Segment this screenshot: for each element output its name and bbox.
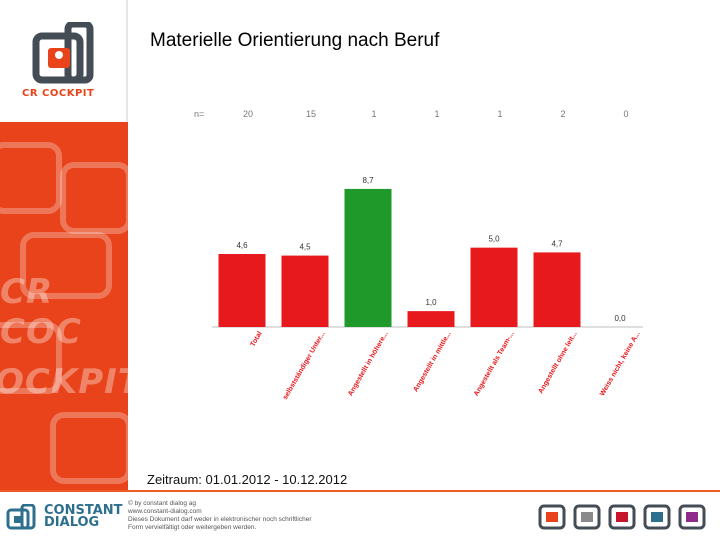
x-tick-label: Weiss nicht, keine A... <box>599 330 642 397</box>
bar <box>407 311 455 327</box>
cr-cockpit-logo <box>32 22 94 84</box>
product-icons <box>538 504 706 530</box>
data-label: 5,0 <box>488 235 500 244</box>
bar <box>470 247 518 327</box>
cr-cockpit-icon <box>538 504 566 530</box>
hr-cockpit-icon <box>573 504 601 530</box>
n-value: 15 <box>306 109 316 119</box>
footer-divider <box>0 490 720 492</box>
x-tick-label: Angestellt in höhere... <box>347 330 390 397</box>
logo-text: CR COCKPIT <box>22 88 95 99</box>
n-label: n= <box>194 109 204 119</box>
data-label: 1,0 <box>425 298 437 307</box>
orange-pattern-panel: CR COC OCKPIT <box>0 122 128 490</box>
footer-brand-line1: CONSTANT <box>44 503 123 518</box>
n-value: 20 <box>243 109 253 119</box>
x-tick-label: Total <box>250 330 264 348</box>
footer-brand-line2: DIALOG <box>44 515 100 530</box>
x-tick-label: Angestellt in mittle... <box>412 330 452 393</box>
data-label: 4,7 <box>551 239 563 248</box>
constant-dialog-logo-icon <box>6 504 36 530</box>
bar <box>218 253 266 327</box>
footer-copyright: © by constant dialog ag www.constant-dia… <box>128 500 312 532</box>
n-value: 0 <box>623 109 628 119</box>
x-tick-label: Angestellt ohne leit... <box>537 330 578 395</box>
bar <box>281 255 329 327</box>
data-label: 4,5 <box>299 243 311 252</box>
page-title: Materielle Orientierung nach Beruf <box>150 30 440 51</box>
bar <box>533 252 581 327</box>
data-label: 4,6 <box>236 241 248 250</box>
kv-cockpit-icon <box>608 504 636 530</box>
n-value: 1 <box>371 109 376 119</box>
dialog-research-icon <box>678 504 706 530</box>
n-value: 2 <box>560 109 565 119</box>
n-value: 1 <box>434 109 439 119</box>
data-label: 0,0 <box>614 314 626 323</box>
data-label: 8,7 <box>362 176 374 185</box>
dialog-development-icon <box>643 504 671 530</box>
period-label: Zeitraum: 01.01.2012 - 10.12.2012 <box>147 472 348 487</box>
footer-copy-line: © by constant dialog ag <box>128 500 197 507</box>
x-tick-label: selbstständiger Unter... <box>282 330 327 401</box>
footer-copy-line[interactable]: www.constant-dialog.com <box>128 508 202 515</box>
footer-copy-line: Dieses Dokument darf weder in elektronis… <box>128 516 312 523</box>
footer-copy-line: Form vervielfältigt oder weitergeben wer… <box>128 524 257 531</box>
footer-brand: CONSTANT DIALOG <box>44 503 123 530</box>
x-tick-label: Angestellt als Team-... <box>473 330 516 397</box>
bar <box>344 188 392 327</box>
n-value: 1 <box>497 109 502 119</box>
